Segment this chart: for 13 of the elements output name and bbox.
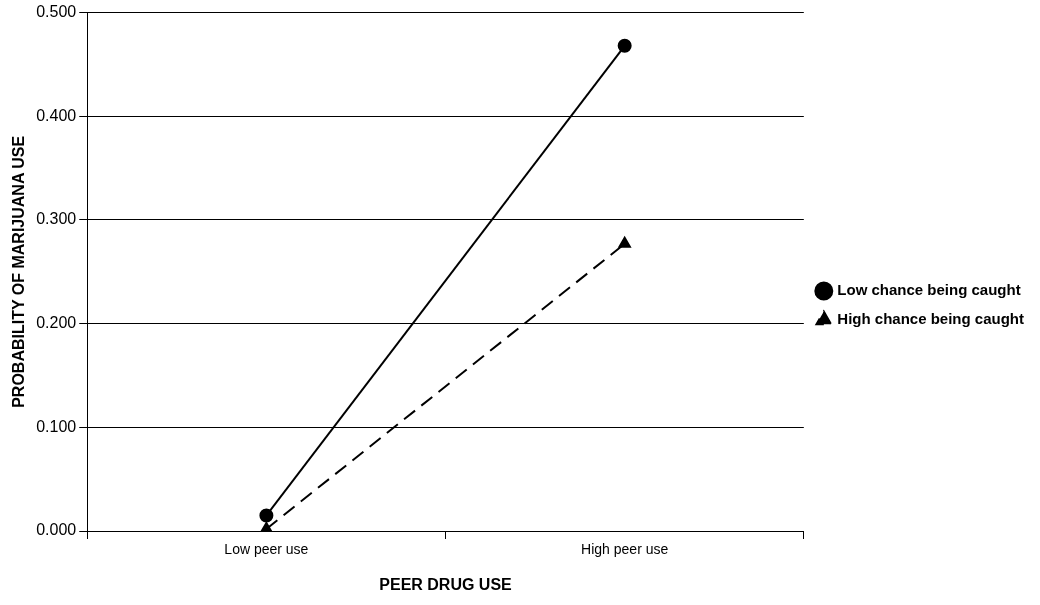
y-tick-label: 0.100 (36, 417, 77, 435)
legend-label: Low chance being caught (837, 281, 1021, 299)
x-axis-title: PEER DRUG USE (379, 575, 513, 593)
y-tick-label: 0.200 (36, 314, 77, 332)
legend-label: High chance being caught (837, 310, 1024, 328)
y-axis-title: PROBABILITY OF MARIJUANA USE (10, 135, 28, 408)
x-tick-label: Low peer use (224, 541, 309, 558)
x-tick-label: High peer use (581, 541, 669, 558)
y-tick-label: 0.500 (36, 3, 77, 21)
point (617, 38, 632, 53)
y-tick-label: 0.300 (36, 210, 77, 228)
y-tick-label: 0.000 (36, 521, 77, 539)
y-tick-label: 0.400 (36, 106, 77, 124)
